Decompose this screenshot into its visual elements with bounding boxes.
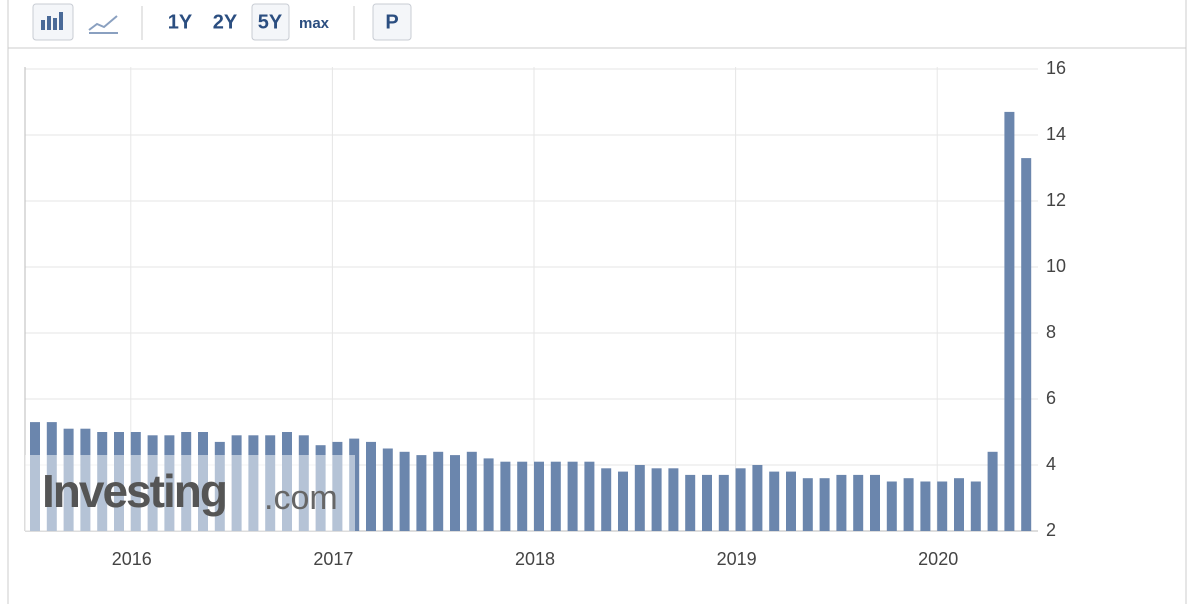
x-tick-label: 2020 (918, 549, 958, 569)
bar (836, 474, 847, 531)
bar (718, 474, 729, 531)
toolbar: 1Y 2Y 5Y max P (32, 3, 412, 41)
watermark-suffix: .com (264, 479, 338, 517)
p-button[interactable]: P (385, 11, 398, 33)
watermark: Investing .com (25, 455, 355, 531)
bar (970, 481, 981, 531)
bar (651, 468, 662, 531)
y-tick-label: 14 (1046, 124, 1066, 144)
range-button[interactable]: 5Y (258, 11, 283, 33)
bar (987, 451, 998, 531)
y-tick-label: 16 (1046, 58, 1066, 78)
bar (466, 451, 477, 531)
bar-icon (41, 12, 63, 30)
y-tick-label: 12 (1046, 190, 1066, 210)
bar (735, 468, 746, 531)
bar (853, 474, 864, 531)
y-tick-label: 10 (1046, 256, 1066, 276)
x-tick-label: 2018 (515, 549, 555, 569)
bar (903, 478, 914, 531)
bar (601, 468, 612, 531)
x-tick-label: 2019 (717, 549, 757, 569)
bar (937, 481, 948, 531)
bar (517, 461, 528, 531)
bar (550, 461, 561, 531)
bar (450, 455, 460, 531)
bar (819, 478, 830, 531)
bar (382, 448, 393, 531)
bar (1004, 111, 1015, 532)
bar (786, 471, 796, 531)
bar (534, 461, 544, 531)
bar (618, 471, 628, 531)
y-tick-label: 6 (1046, 388, 1056, 408)
range-button[interactable]: 2Y (213, 11, 238, 33)
bar (702, 474, 712, 531)
bar (886, 481, 897, 531)
bar (685, 474, 696, 531)
bar (954, 478, 964, 531)
bar (802, 478, 813, 531)
x-tick-label: 2017 (313, 549, 353, 569)
bar (668, 468, 679, 531)
bar (433, 451, 444, 531)
bar (769, 471, 780, 531)
y-tick-label: 4 (1046, 454, 1056, 474)
bar (399, 451, 410, 531)
line-chart-button[interactable] (88, 15, 118, 34)
watermark-brand: Investing (42, 465, 226, 517)
bar (584, 461, 595, 531)
bar (366, 441, 376, 531)
bar (752, 465, 763, 531)
bar (920, 481, 931, 531)
bar (870, 474, 880, 531)
bar (567, 461, 578, 531)
range-button-frame (251, 3, 290, 41)
y-tick-label: 2 (1046, 520, 1056, 540)
y-tick-label: 8 (1046, 322, 1056, 342)
range-button[interactable]: 1Y (168, 11, 193, 33)
bar (416, 455, 427, 531)
p-button-frame (372, 3, 412, 41)
bar (1021, 158, 1032, 531)
x-tick-label: 2016 (112, 549, 152, 569)
range-button[interactable]: max (299, 15, 330, 32)
bar (634, 465, 645, 531)
bar (483, 458, 494, 531)
bar (500, 461, 511, 531)
watermark-backdrop (25, 455, 355, 531)
